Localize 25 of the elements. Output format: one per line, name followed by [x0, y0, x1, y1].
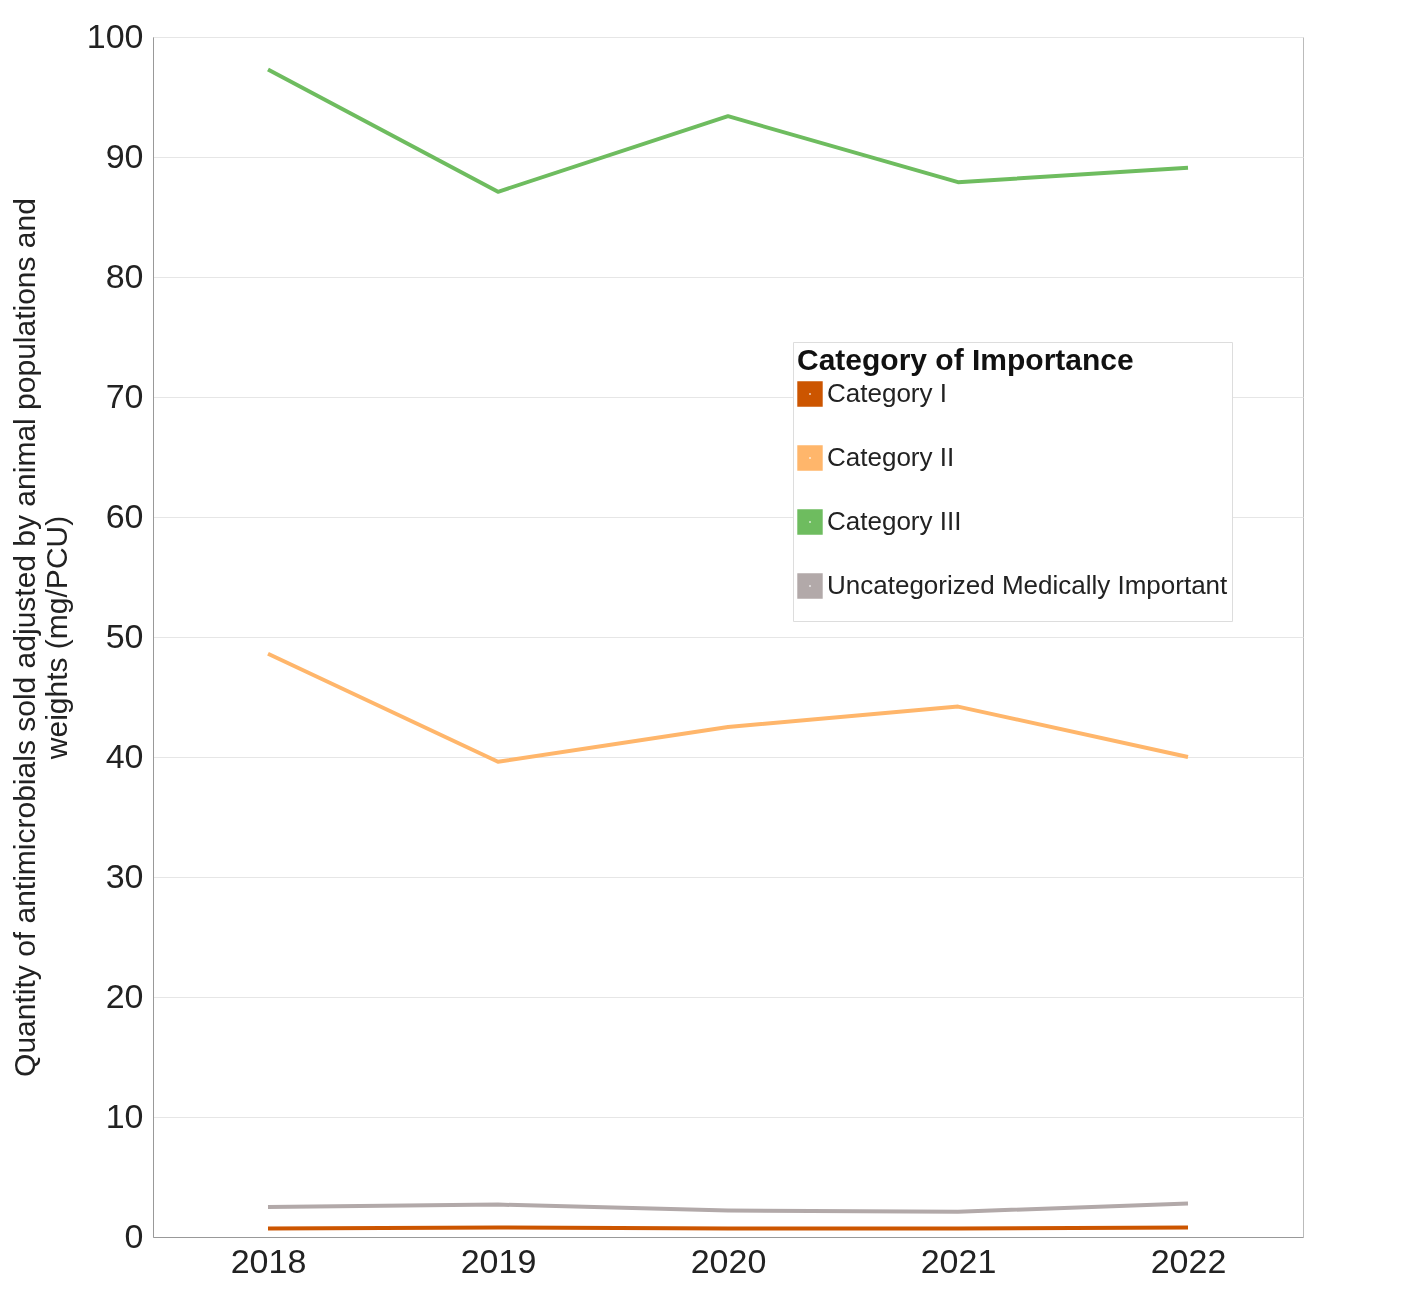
y-tick-label: 80 — [105, 256, 144, 295]
line-series — [266, 67, 1190, 194]
line-series — [266, 651, 1190, 764]
legend-label: Category III — [827, 506, 962, 536]
x-tick-label: 2019 — [460, 1241, 537, 1280]
y-tick-label: 40 — [105, 736, 144, 775]
legend-label: Category II — [827, 442, 955, 472]
y-tick-label: 50 — [105, 616, 144, 655]
y-tick-label: 30 — [105, 856, 144, 895]
y-tick-label: 70 — [105, 376, 144, 415]
y-tick-label: 20 — [105, 976, 144, 1015]
x-tick-label: 2021 — [920, 1241, 997, 1280]
y-tick-label: 90 — [105, 136, 144, 175]
y-tick-label: 10 — [105, 1096, 144, 1135]
line-series — [266, 1201, 1190, 1214]
legend-label: Uncategorized Medically Important — [827, 570, 1229, 600]
y-axis-title: Quantity of antimicrobials sold adjusted by animal populations and weights (mg/PCU) — [7, 198, 73, 1077]
x-tick-label: 2020 — [690, 1241, 767, 1280]
y-tick-label: 60 — [105, 496, 144, 535]
legend-label: Category I — [827, 378, 947, 408]
y-tick-label: 0 — [124, 1216, 144, 1255]
x-tick-label: 2018 — [230, 1241, 307, 1280]
y-tick-label: 100 — [86, 16, 144, 55]
x-tick-label: 2022 — [1150, 1241, 1227, 1280]
legend-title: Category of Importance — [797, 343, 1134, 376]
